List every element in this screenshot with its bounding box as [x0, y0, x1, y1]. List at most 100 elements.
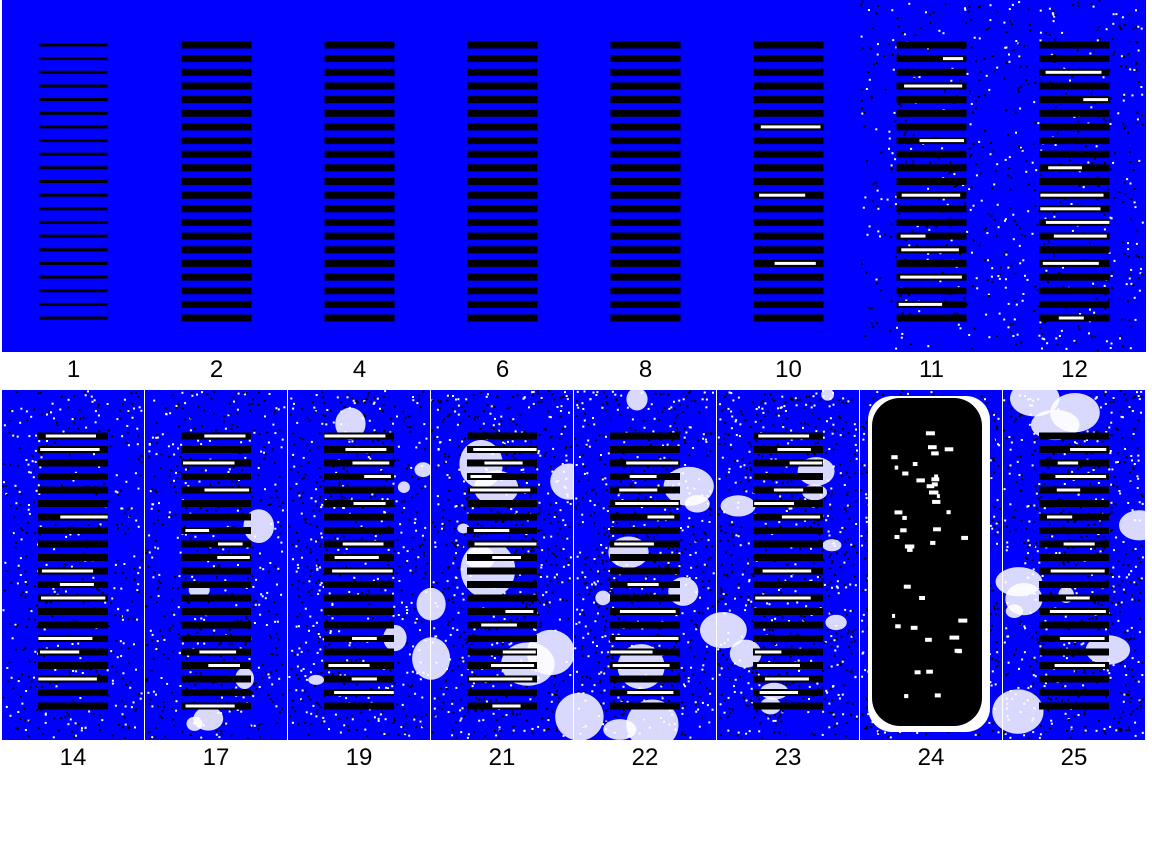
noise-speck	[300, 698, 302, 701]
noise-speck	[755, 710, 758, 713]
stripe	[324, 594, 394, 602]
noise-speck	[401, 618, 404, 621]
noise-speck	[1104, 119, 1107, 122]
noise-speck	[854, 639, 856, 642]
noise-speck	[839, 566, 842, 568]
noise-speck	[562, 395, 565, 398]
noise-speck	[397, 458, 400, 461]
stripe	[610, 178, 681, 185]
noise-speck	[684, 575, 687, 578]
noise-speck	[884, 88, 887, 91]
stripe-void	[353, 502, 386, 505]
noise-speck	[855, 457, 858, 460]
noise-speck	[222, 548, 225, 551]
noise-speck	[125, 480, 128, 483]
noise-speck	[267, 441, 270, 444]
stripe	[324, 473, 394, 480]
noise-speck	[305, 711, 308, 714]
noise-speck	[521, 601, 524, 604]
noise-speck	[568, 577, 571, 580]
noise-speck	[18, 677, 21, 680]
noise-speck	[662, 392, 665, 395]
noise-speck	[201, 391, 203, 394]
noise-speck	[830, 665, 833, 668]
noise-speck	[607, 589, 610, 592]
noise-speck	[539, 576, 542, 578]
noise-speck	[184, 418, 187, 421]
noise-speck	[524, 535, 527, 538]
noise-speck	[540, 566, 543, 569]
noise-speck	[745, 604, 747, 607]
noise-speck	[309, 698, 312, 701]
noise-speck	[228, 468, 231, 471]
noise-speck	[114, 571, 117, 574]
noise-speck	[991, 280, 994, 283]
noise-speck	[566, 537, 569, 540]
noise-speck	[1122, 122, 1125, 125]
noise-speck	[497, 726, 500, 729]
noise-speck	[777, 407, 779, 410]
noise-speck	[315, 410, 317, 413]
noise-speck	[452, 627, 455, 630]
noise-speck	[275, 647, 278, 650]
frame-panel	[860, 0, 1003, 352]
noise-speck	[585, 445, 587, 448]
stripe-void	[481, 623, 517, 627]
noise-speck	[682, 398, 685, 401]
noise-speck	[454, 576, 457, 579]
stripe-void	[619, 488, 658, 492]
noise-speck	[157, 595, 160, 597]
noise-speck	[492, 685, 495, 688]
noise-speck	[583, 419, 586, 422]
noise-speck	[526, 685, 528, 688]
noise-speck	[731, 708, 734, 711]
stripe	[753, 41, 824, 49]
noise-speck	[290, 668, 293, 670]
noise-speck	[24, 570, 27, 573]
noise-speck	[609, 418, 612, 421]
noise-speck	[605, 395, 608, 398]
noise-speck	[910, 147, 913, 150]
noise-speck	[447, 567, 449, 570]
noise-speck	[611, 390, 614, 393]
void-blob	[243, 509, 275, 543]
noise-speck	[929, 161, 932, 164]
noise-speck	[339, 574, 342, 577]
noise-speck	[75, 734, 77, 737]
noise-speck	[17, 727, 19, 730]
noise-speck	[1087, 161, 1090, 164]
noise-speck	[458, 468, 461, 471]
void-blob	[335, 407, 366, 440]
noise-speck	[267, 694, 270, 696]
noise-speck	[838, 661, 841, 664]
noise-speck	[298, 647, 301, 650]
noise-speck	[888, 43, 891, 45]
noise-speck	[561, 581, 564, 584]
noise-speck	[612, 591, 614, 594]
noise-speck	[1133, 201, 1136, 204]
stripe	[181, 96, 252, 104]
noise-speck	[269, 562, 272, 564]
noise-speck	[842, 684, 845, 687]
noise-speck	[1040, 149, 1043, 152]
noise-speck	[460, 405, 463, 408]
noise-speck	[904, 258, 907, 261]
noise-speck	[690, 566, 693, 569]
noise-speck	[110, 650, 113, 653]
noise-speck	[348, 591, 351, 593]
noise-speck	[111, 435, 114, 438]
noise-speck	[975, 174, 978, 177]
noise-speck	[1041, 347, 1043, 350]
noise-speck	[977, 96, 980, 98]
noise-speck	[293, 653, 296, 656]
noise-speck	[409, 686, 412, 689]
noise-speck	[523, 616, 526, 619]
noise-speck	[678, 431, 681, 433]
noise-speck	[597, 554, 600, 557]
noise-speck	[554, 545, 557, 548]
noise-speck	[762, 411, 765, 414]
noise-speck	[974, 107, 977, 110]
noise-speck	[771, 629, 774, 632]
noise-speck	[894, 158, 897, 161]
noise-speck	[411, 548, 414, 551]
